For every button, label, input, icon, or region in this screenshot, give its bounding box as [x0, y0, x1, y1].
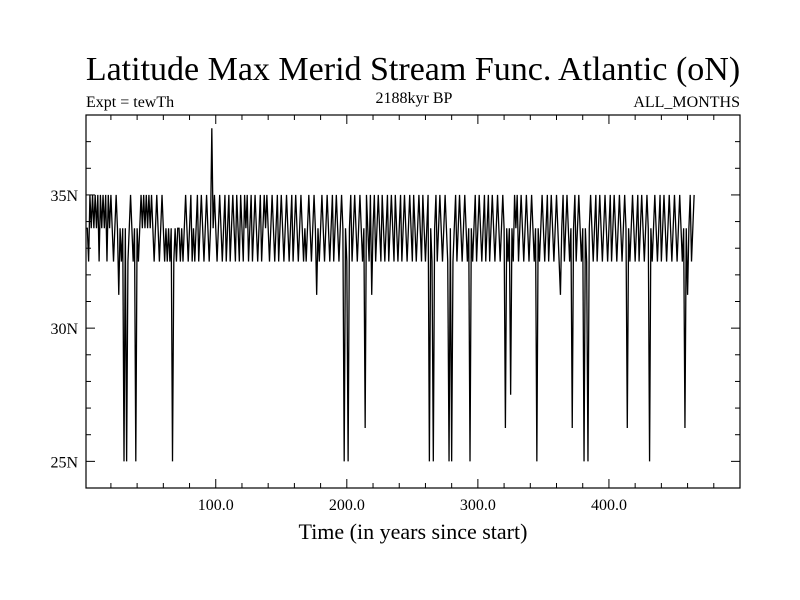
x-tick-label: 400.0	[591, 497, 627, 514]
axis-ticks: 100.0 200.0 300.0 400.0 25N 30N 35N	[50, 114, 740, 514]
y-tick-label: 25N	[50, 454, 78, 471]
x-tick-label: 200.0	[329, 497, 365, 514]
x-tick-label: 300.0	[460, 497, 496, 514]
subtitle-center: 2188kyr BP	[376, 90, 453, 107]
plot-area	[86, 128, 695, 462]
y-tick-label: 30N	[50, 321, 78, 338]
series-line-1	[86, 128, 695, 462]
subtitle-left: Expt = tewTh	[86, 94, 174, 111]
y-tick-label: 35N	[50, 188, 78, 205]
chart-title: Latitude Max Merid Stream Func. Atlantic…	[86, 51, 740, 88]
x-axis-label: Time (in years since start)	[299, 519, 528, 544]
plot-frame	[85, 114, 741, 489]
subtitle-right: ALL_MONTHS	[633, 94, 740, 111]
x-tick-label: 100.0	[198, 497, 234, 514]
